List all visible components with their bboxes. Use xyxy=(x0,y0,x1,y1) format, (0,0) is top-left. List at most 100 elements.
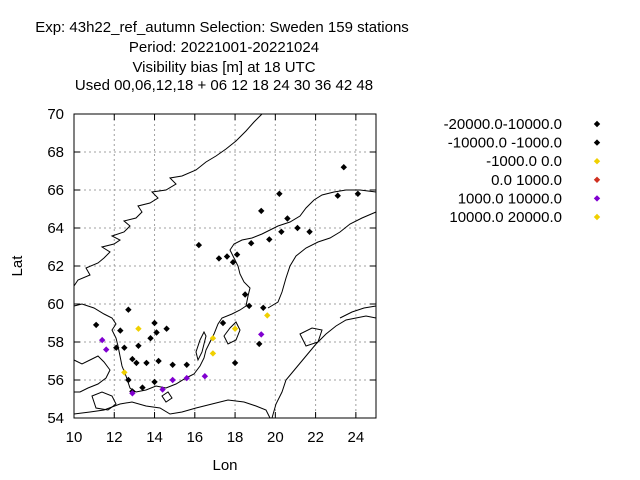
data-point xyxy=(129,390,136,397)
legend-label: 1000.0 10000.0 xyxy=(458,190,562,207)
x-tick-label: 22 xyxy=(307,429,324,446)
data-point xyxy=(284,215,291,222)
data-point xyxy=(306,228,313,235)
coastline-baltic xyxy=(271,315,377,419)
data-point xyxy=(209,335,217,342)
data-point xyxy=(153,329,160,336)
legend-marker xyxy=(593,213,601,221)
data-point xyxy=(117,327,124,334)
data-point xyxy=(133,359,140,367)
data-point xyxy=(334,192,341,199)
legend-label: -10000.0 -1000.0 xyxy=(448,135,562,152)
data-point xyxy=(125,376,132,384)
data-point xyxy=(264,312,271,319)
data-point xyxy=(260,304,267,311)
grid xyxy=(74,114,376,418)
data-point xyxy=(163,325,170,332)
data-point xyxy=(169,376,176,384)
coastline-south xyxy=(73,399,271,419)
data-point xyxy=(215,255,223,262)
x-tick-label: 10 xyxy=(66,429,83,446)
data-point xyxy=(209,350,217,357)
x-tick-label: 14 xyxy=(146,429,163,446)
y-tick-label: 60 xyxy=(47,296,64,313)
data-point xyxy=(135,325,142,332)
data-point xyxy=(151,319,158,327)
legend-marker xyxy=(593,176,601,183)
axes: 10 12 14 16 18 20 22 24 54 56 58 60 62 64 66 68 70 Lon Lat xyxy=(9,106,377,474)
data-point xyxy=(113,344,120,351)
data-point xyxy=(147,335,154,342)
y-tick-label: 66 xyxy=(47,182,64,199)
data-point xyxy=(241,291,249,298)
data-point xyxy=(121,369,128,376)
island-saaremaa xyxy=(299,327,323,347)
y-tick-label: 56 xyxy=(47,372,64,389)
x-tick-label: 16 xyxy=(186,429,203,446)
data-point xyxy=(183,374,190,382)
data-point xyxy=(219,319,227,327)
legend: -20000.0-10000.0 -10000.0 -1000.0-1000.0 … xyxy=(444,116,601,226)
legend-marker xyxy=(593,195,601,202)
y-tick-label: 58 xyxy=(47,334,64,351)
y-tick-label: 62 xyxy=(47,258,64,275)
legend-label: 0.0 1000.0 xyxy=(491,172,562,189)
data-point xyxy=(278,228,285,235)
coastline-finland xyxy=(267,211,377,309)
data-point xyxy=(294,224,301,232)
data-point xyxy=(256,340,263,348)
x-tick-label: 12 xyxy=(106,429,123,446)
data-point xyxy=(169,361,176,368)
data-point xyxy=(276,190,283,197)
legend-marker xyxy=(593,139,601,146)
data-point xyxy=(258,207,265,215)
data-point xyxy=(98,336,106,344)
y-tick-label: 68 xyxy=(47,144,64,161)
x-tick-label: 20 xyxy=(267,429,284,446)
data-point xyxy=(195,241,203,249)
data-point xyxy=(258,331,265,338)
y-axis-label: Lat xyxy=(9,255,26,277)
chart-title: Exp: 43h22_ref_autumn Selection: Sweden … xyxy=(35,19,409,94)
island-oland xyxy=(195,330,207,362)
data-point xyxy=(183,361,190,368)
data-point xyxy=(129,355,136,363)
data-point xyxy=(151,378,158,386)
data-point xyxy=(245,302,253,310)
data-point xyxy=(139,384,146,391)
x-axis-label: Lon xyxy=(212,457,237,474)
legend-label: -1000.0 0.0 xyxy=(486,153,562,170)
data-point xyxy=(143,359,150,367)
data-point xyxy=(125,306,132,313)
title-line: Exp: 43h22_ref_autumn Selection: Sweden … xyxy=(35,19,409,36)
title-line: Visibility bias [m] at 18 UTC xyxy=(132,59,315,76)
island-gotland xyxy=(223,321,241,345)
legend-label: 10000.0 20000.0 xyxy=(449,209,562,226)
data-point xyxy=(159,386,166,393)
coastline-estonia xyxy=(339,305,377,319)
data-point xyxy=(103,346,110,353)
legend-marker xyxy=(593,158,601,165)
data-points xyxy=(92,164,362,397)
y-tick-label: 64 xyxy=(47,220,64,237)
legend-marker xyxy=(593,120,601,128)
coastline-zealand xyxy=(91,391,117,411)
data-point xyxy=(231,325,239,332)
title-line: Used 00,06,12,18 + 06 12 18 24 30 36 42 … xyxy=(75,77,373,94)
x-tick-label: 18 xyxy=(227,429,244,446)
data-point xyxy=(155,357,162,365)
data-point xyxy=(231,359,239,367)
title-line: Period: 20221001-20221024 xyxy=(129,39,319,56)
data-point xyxy=(92,321,100,329)
island-bornholm xyxy=(161,391,173,403)
coastline-skagerrak xyxy=(73,189,377,393)
data-point xyxy=(121,344,128,351)
legend-label: -20000.0-10000.0 xyxy=(444,116,562,133)
data-point xyxy=(247,240,255,247)
data-point xyxy=(266,236,273,243)
data-point xyxy=(229,259,237,266)
coastline-west xyxy=(73,113,263,287)
data-point xyxy=(223,253,231,260)
x-tick-label: 24 xyxy=(348,429,365,446)
